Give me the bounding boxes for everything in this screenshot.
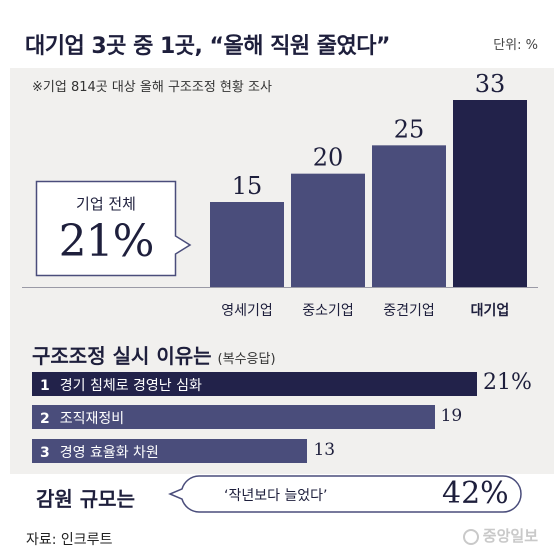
survey-note: ※기업 814곳 대상 올해 구조조정 현황 조사 xyxy=(32,80,272,95)
cut-size-callout: ‘작년보다 늘었다’ 42% xyxy=(168,475,522,513)
reason-value-1: 19 xyxy=(440,406,463,426)
reason-rank-0: 1 xyxy=(40,378,50,394)
reason-row-2: 3 경영 효율화 차원 13 xyxy=(32,439,537,463)
category-label-1: 중소기업 xyxy=(302,303,354,319)
headline: 대기업 3곳 중 1곳, “올해 직원 줄였다” xyxy=(25,34,390,59)
bar-0 xyxy=(210,202,284,287)
bar-1 xyxy=(291,173,365,287)
brand-circle-icon xyxy=(462,528,479,545)
reason-rank-1: 2 xyxy=(40,411,50,427)
bar-value-label-0: 15 xyxy=(232,172,263,200)
reason-text-2: 경영 효율화 차원 xyxy=(59,445,159,461)
overall-label: 기업 전체 xyxy=(76,195,136,213)
callout-frame xyxy=(35,180,192,277)
cut-size-quote: ‘작년보다 늘었다’ xyxy=(224,488,328,504)
bar-value-label-3: 33 xyxy=(475,70,506,98)
category-label-0: 영세기업 xyxy=(221,303,273,319)
reason-bar-1 xyxy=(32,405,435,429)
bar-value-label-2: 25 xyxy=(394,115,425,143)
reason-bar-2 xyxy=(32,439,308,463)
reason-label-2: 3 경영 효율화 차원 xyxy=(40,442,159,462)
reason-rank-2: 3 xyxy=(40,445,50,461)
reason-label-1: 2 조직재정비 xyxy=(40,408,124,428)
overall-callout: 기업 전체 21% xyxy=(35,180,192,277)
brand-logo: 중앙일보 xyxy=(462,525,538,546)
category-label-2: 중견기업 xyxy=(383,303,435,319)
category-label-3: 대기업 xyxy=(471,303,510,319)
bar-2 xyxy=(372,145,446,287)
company-size-bar-chart: 15 영세기업 20 중소기업 25 중견기업 33 대기업 xyxy=(22,70,538,319)
reason-text-0: 경기 침체로 경영난 심화 xyxy=(59,378,202,394)
reason-label-0: 1 경기 침체로 경영난 심화 xyxy=(40,375,202,395)
reasons-title-text: 구조조정 실시 이유는 xyxy=(32,344,212,368)
reasons-subtitle: (복수응답) xyxy=(217,352,276,367)
bar-3 xyxy=(453,100,527,287)
overall-value: 21% xyxy=(58,216,155,267)
unit-label: 단위: % xyxy=(493,38,538,53)
cut-size-value: 42% xyxy=(442,476,509,511)
reason-bar-0 xyxy=(32,372,477,396)
brand-name: 중앙일보 xyxy=(482,527,538,545)
reason-value-2: 13 xyxy=(313,440,336,460)
cut-size-title: 감원 규모는 xyxy=(36,487,135,511)
reason-value-0: 21% xyxy=(483,370,532,395)
source-note: 자료: 인크루트 xyxy=(26,532,113,548)
bar-value-label-1: 20 xyxy=(313,144,344,172)
reason-row-0: 1 경기 침체로 경영난 심화 21% xyxy=(32,370,537,396)
reason-text-1: 조직재정비 xyxy=(59,411,125,427)
reason-row-1: 2 조직재정비 19 xyxy=(32,405,537,429)
cut-size-frame xyxy=(168,475,522,513)
reasons-title: 구조조정 실시 이유는 (복수응답) xyxy=(32,340,276,369)
